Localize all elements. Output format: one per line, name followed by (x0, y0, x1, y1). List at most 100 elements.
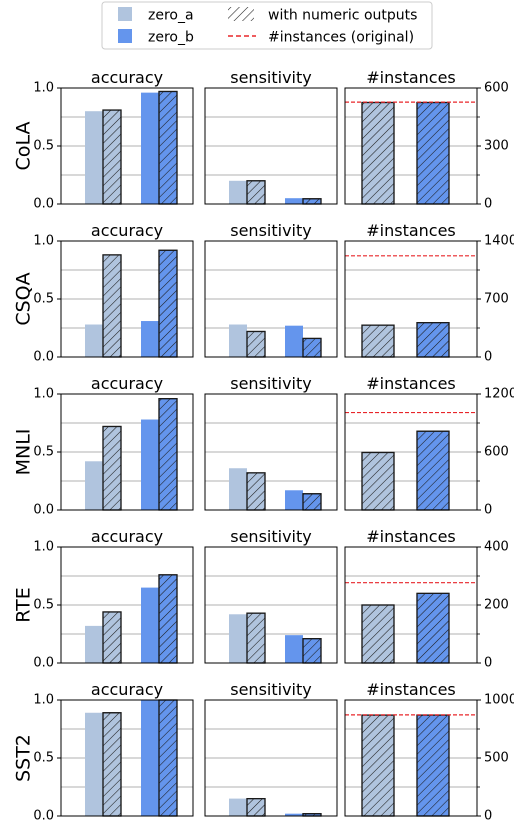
y-tick-label: 0 (484, 197, 492, 212)
y-tick-label: 400 (484, 540, 509, 555)
bar-hatch-zero_b (416, 322, 450, 358)
panel-instances: #instances 0 300 600 (344, 68, 509, 212)
panel-title: sensitivity (230, 221, 311, 240)
row-label: CSQA (13, 272, 35, 325)
y-tick-label: 600 (484, 445, 509, 460)
row-label: RTE (13, 587, 35, 622)
panel-accuracy: accuracy 0.0 0.5 1.0 (33, 374, 194, 518)
panel-frame (204, 240, 338, 358)
bar-hatch-zero_b (158, 398, 178, 511)
bar-zero_a (85, 712, 103, 816)
panel-title: sensitivity (230, 527, 311, 546)
panel-title: #instances (366, 680, 456, 699)
y-tick-label: 0.0 (33, 197, 54, 212)
row-label: MNLI (13, 429, 35, 476)
bar-zero_a (229, 324, 247, 357)
y-tick-label: 1.0 (33, 234, 54, 249)
panel-sensitivity: sensitivity (204, 68, 338, 205)
row-label: SST2 (13, 734, 35, 782)
panel-instances: #instances 0 200 400 (344, 527, 509, 671)
legend-label-zero-a: zero_a (148, 8, 194, 24)
bar-zero_b (141, 419, 159, 510)
y-tick-label: 700 (484, 292, 509, 307)
legend-swatch-hatch (228, 7, 254, 21)
panel-instances: #instances 0 600 1200 (344, 374, 514, 518)
chart-row-sst2: SST2 accuracy 0.0 0.5 1.0 sensitivity #instanc… (13, 680, 514, 824)
y-tick-label: 0.5 (33, 292, 54, 307)
bar-hatch-zero_a (246, 472, 266, 511)
bar-hatch-zero_b (302, 198, 322, 205)
legend-swatch-zero-a (118, 7, 132, 21)
bar-zero_b (285, 813, 303, 816)
panel-sensitivity: sensitivity (204, 527, 338, 664)
bar-zero_a (229, 180, 247, 204)
bar-hatch-zero_b (416, 430, 450, 511)
bar-hatch-zero_b (302, 493, 322, 511)
y-tick-label: 1000 (484, 693, 514, 708)
y-tick-label: 300 (484, 139, 509, 154)
y-tick-label: 0.0 (33, 503, 54, 518)
bar-hatch-zero_a (102, 611, 122, 664)
bar-zero_a (85, 324, 103, 357)
y-tick-label: 1.0 (33, 387, 54, 402)
bar-zero_b (141, 700, 159, 816)
y-tick-label: 0 (484, 809, 492, 824)
bar-hatch-zero_a (361, 604, 395, 664)
bar-zero_a (85, 111, 103, 204)
bar-zero_b (285, 325, 303, 357)
legend-swatch-zero-b (118, 29, 132, 43)
y-tick-label: 0.5 (33, 598, 54, 613)
bar-zero_b (141, 587, 159, 663)
panel-title: #instances (366, 527, 456, 546)
panel-sensitivity: sensitivity (204, 680, 338, 817)
y-tick-label: 200 (484, 598, 509, 613)
panel-accuracy: accuracy 0.0 0.5 1.0 (33, 221, 194, 365)
y-tick-label: 0.5 (33, 751, 54, 766)
panel-accuracy: accuracy 0.0 0.5 1.0 (33, 680, 194, 824)
y-tick-label: 1.0 (33, 540, 54, 555)
panel-title: accuracy (91, 527, 163, 546)
panel-title: sensitivity (230, 374, 311, 393)
chart-row-cola: CoLA accuracy 0.0 0.5 1.0 sensitivity #instanc… (13, 68, 509, 212)
y-tick-label: 0.0 (33, 350, 54, 365)
bar-hatch-zero_a (246, 330, 266, 358)
bar-hatch-zero_a (246, 180, 266, 205)
panel-frame (204, 393, 338, 511)
bar-zero_b (285, 635, 303, 663)
panel-frame (204, 546, 338, 664)
bar-hatch-zero_b (302, 337, 322, 358)
bar-hatch-zero_b (302, 638, 322, 664)
y-tick-label: 500 (484, 751, 509, 766)
bar-hatch-zero_b (158, 249, 178, 358)
panel-frame (204, 87, 338, 205)
panel-title: accuracy (91, 374, 163, 393)
bar-zero_b (141, 321, 159, 357)
row-label: CoLA (13, 122, 35, 171)
bar-zero_a (85, 625, 103, 663)
panel-title: #instances (366, 221, 456, 240)
bar-hatch-zero_a (361, 451, 395, 511)
bar-zero_a (229, 468, 247, 510)
bar-hatch-zero_a (361, 101, 395, 205)
bar-hatch-zero_a (361, 324, 395, 358)
panel-instances: #instances 0 500 1000 (344, 680, 514, 824)
panel-accuracy: accuracy 0.0 0.5 1.0 (33, 527, 194, 671)
bar-hatch-zero_b (416, 714, 450, 817)
legend-frame (101, 1, 433, 50)
legend: zero_a zero_b with numeric outputs #inst… (101, 1, 433, 50)
legend-label-original: #instances (original) (268, 30, 414, 46)
bar-hatch-zero_a (361, 714, 395, 817)
bar-hatch-zero_a (102, 254, 122, 358)
bar-hatch-zero_b (158, 699, 178, 817)
chart-row-csqa: CSQA accuracy 0.0 0.5 1.0 sensitivity #instanc… (13, 221, 514, 365)
bar-hatch-zero_b (158, 574, 178, 664)
bar-hatch-zero_b (416, 101, 450, 205)
y-tick-label: 0.0 (33, 656, 54, 671)
legend-label-zero-b: zero_b (148, 30, 194, 46)
y-tick-label: 0.5 (33, 139, 54, 154)
chart-row-rte: RTE accuracy 0.0 0.5 1.0 sensitivity #instance… (13, 527, 509, 671)
panel-instances: #instances 0 700 1400 (344, 221, 514, 365)
panel-sensitivity: sensitivity (204, 374, 338, 511)
panel-title: accuracy (91, 68, 163, 87)
